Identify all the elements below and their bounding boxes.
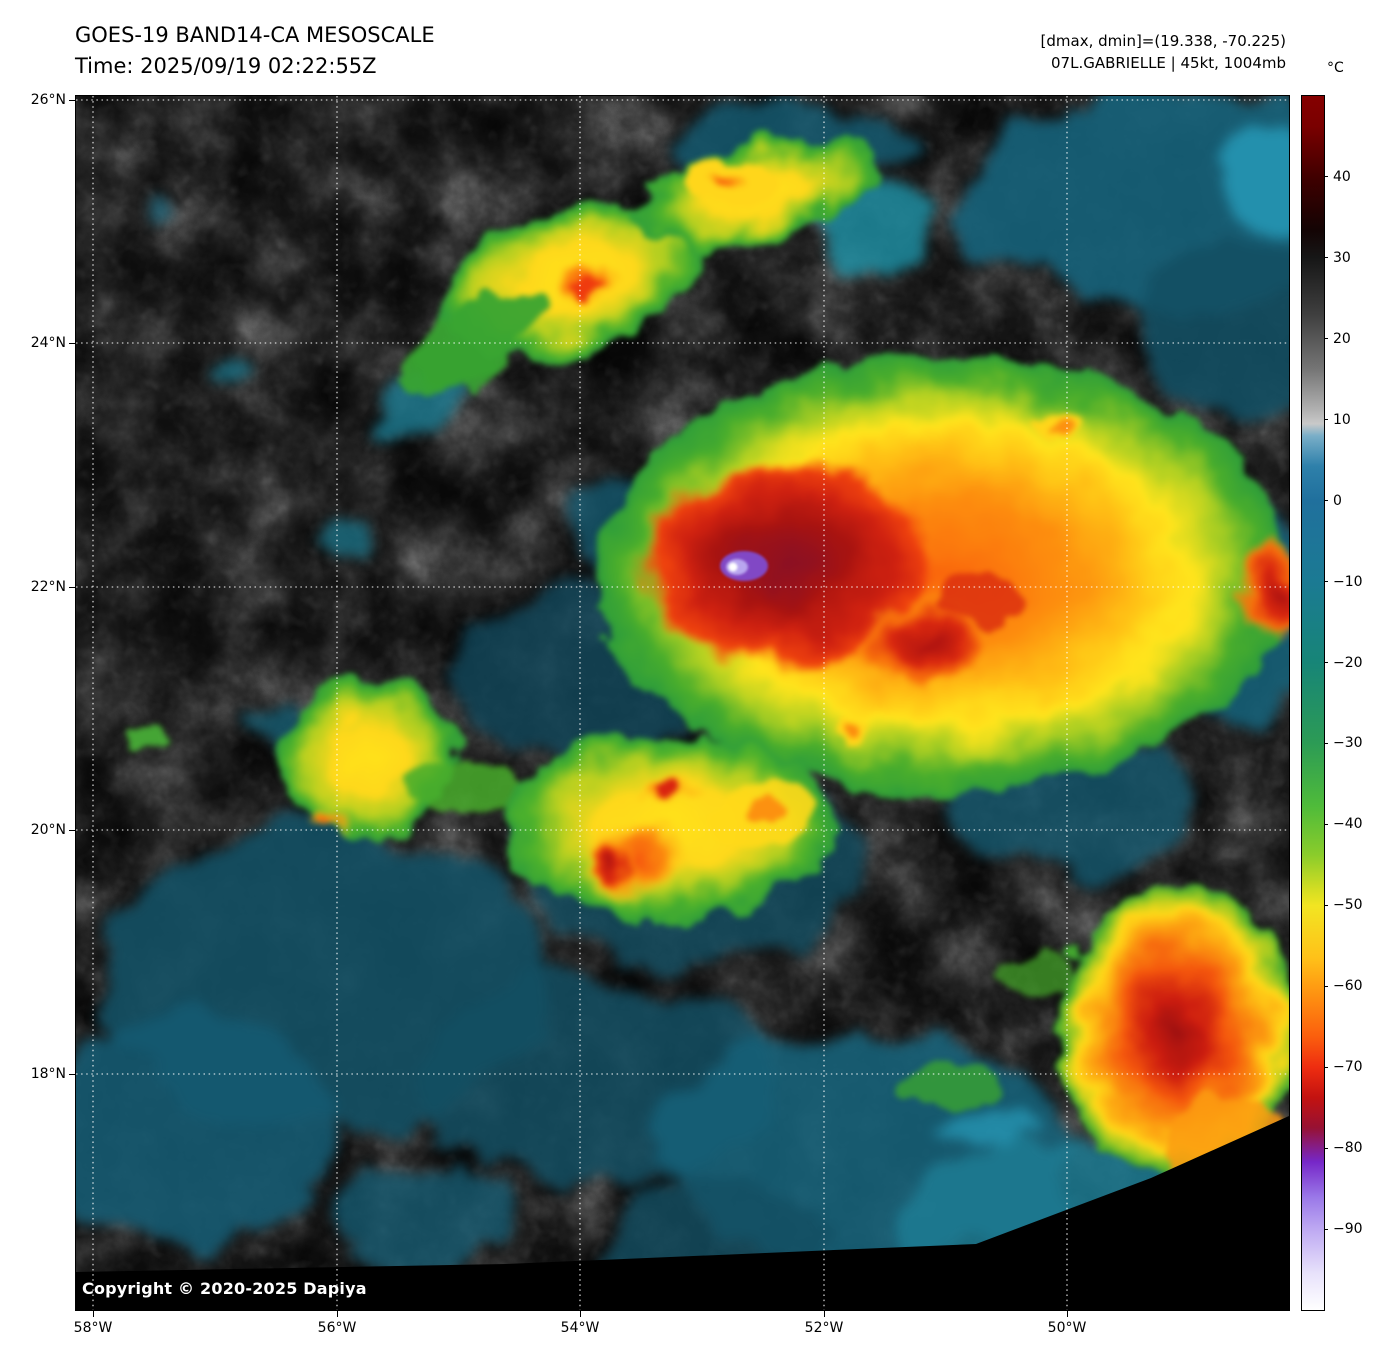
colorbar-tick: −70 — [1324, 1059, 1363, 1075]
colorbar-tick: 0 — [1324, 493, 1342, 509]
colorbar-tick: −90 — [1324, 1221, 1363, 1237]
colorbar-tick-mark — [1324, 662, 1328, 664]
colorbar-tick-label: −20 — [1333, 654, 1363, 671]
colorbar-tick: −20 — [1324, 655, 1363, 671]
colorbar-tick: −40 — [1324, 816, 1363, 832]
lon-axis-tick — [824, 1311, 825, 1317]
colorbar-tick-mark — [1324, 1147, 1328, 1149]
colorbar-tick-label: 20 — [1333, 330, 1351, 347]
gridlines — [76, 96, 1289, 1310]
colorbar-tick-label: −30 — [1333, 735, 1363, 752]
lon-axis-label: 50°W — [1047, 1320, 1087, 1336]
convection-cluster-south — [503, 734, 839, 918]
lat-axis-tick — [69, 830, 75, 831]
colorbar-tick-label: −60 — [1333, 978, 1363, 995]
colorbar-tick-label: −10 — [1333, 573, 1363, 590]
lat-axis-tick — [69, 100, 75, 101]
colorbar-tick-mark — [1324, 1066, 1328, 1068]
lat-axis-tick — [69, 343, 75, 344]
colorbar-tick: 30 — [1324, 250, 1351, 266]
colorbar-tick-label: −80 — [1333, 1140, 1363, 1157]
convection-band-nw — [400, 199, 703, 391]
colorbar-tick-mark — [1324, 419, 1328, 421]
copyright-label: Copyright © 2020-2025 Dapiya — [82, 1279, 367, 1298]
lon-axis-tick — [93, 1311, 94, 1317]
lat-axis-tick — [69, 1074, 75, 1075]
convection-band-n — [634, 135, 878, 251]
lat-axis-label: 20°N — [30, 822, 66, 838]
colorbar: 40 30 20 10 0 −10 −20 −30 −40 −50 −60 −7… — [1301, 95, 1363, 1311]
colorbar-tick-mark — [1324, 257, 1328, 259]
satellite-image — [76, 96, 1289, 1310]
colorbar-tick-label: 40 — [1333, 168, 1351, 185]
colorbar-tick-mark — [1324, 1228, 1328, 1230]
lon-axis-label: 52°W — [804, 1320, 844, 1336]
cold-cloud-tops — [134, 135, 1289, 1256]
colorbar-tick-label: −90 — [1333, 1221, 1363, 1238]
colorbar-tick-label: −50 — [1333, 897, 1363, 914]
colorbar-tick-mark — [1324, 823, 1328, 825]
colorbar-tick-mark — [1324, 176, 1328, 178]
colorbar-tick-mark — [1324, 904, 1328, 906]
storm-info-label: 07L.GABRIELLE | 45kt, 1004mb — [1051, 54, 1286, 72]
lon-axis-label: 56°W — [317, 1320, 357, 1336]
colorbar-tick-mark — [1324, 985, 1328, 987]
no-data-wedge — [76, 1116, 1289, 1310]
colorbar-tick-label: 0 — [1333, 492, 1342, 509]
lon-axis-tick — [580, 1311, 581, 1317]
colorbar-tick-label: −70 — [1333, 1059, 1363, 1076]
page-title: GOES-19 BAND14-CA MESOSCALE — [75, 23, 435, 47]
colorbar-tick-mark — [1324, 581, 1328, 583]
colorbar-tick: −50 — [1324, 897, 1363, 913]
satellite-map: Copyright © 2020-2025 Dapiya — [75, 95, 1290, 1311]
storm-cold-core — [720, 551, 768, 581]
colorbar-tick: 20 — [1324, 331, 1351, 347]
data-range-label: [dmax, dmin]=(19.338, -70.225) — [1040, 32, 1286, 50]
lat-axis-label: 24°N — [30, 335, 66, 351]
lat-axis-label: 22°N — [30, 579, 66, 595]
lon-axis-label: 54°W — [560, 1320, 600, 1336]
lon-axis-tick — [1067, 1311, 1068, 1317]
colorbar-tick-mark — [1324, 338, 1328, 340]
lat-axis-label: 18°N — [30, 1066, 66, 1082]
colorbar-tick: −30 — [1324, 735, 1363, 751]
colorbar-tick-mark — [1324, 742, 1328, 744]
colorbar-tick: 40 — [1324, 169, 1351, 185]
colorbar-tick-mark — [1324, 500, 1328, 502]
colorbar-unit-label: °C — [1327, 60, 1344, 76]
colorbar-tick: −80 — [1324, 1140, 1363, 1156]
storm-gabrielle — [596, 356, 1289, 792]
colorbar-tick-label: 10 — [1333, 411, 1351, 428]
lat-axis-label: 26°N — [30, 92, 66, 108]
colorbar-tick: 10 — [1324, 412, 1351, 428]
lat-axis-tick — [69, 587, 75, 588]
timestamp: Time: 2025/09/19 02:22:55Z — [75, 54, 377, 78]
header-right: [dmax, dmin]=(19.338, -70.225) 07L.GABRI… — [1041, 30, 1286, 74]
lon-axis-tick — [337, 1311, 338, 1317]
header-left: GOES-19 BAND14-CA MESOSCALE Time: 2025/0… — [75, 20, 435, 82]
lon-axis-label: 58°W — [73, 1320, 113, 1336]
colorbar-tick: −10 — [1324, 574, 1363, 590]
colorbar-tick-label: −40 — [1333, 816, 1363, 833]
colorbar-tick-label: 30 — [1333, 249, 1351, 266]
colorbar-tick: −60 — [1324, 978, 1363, 994]
